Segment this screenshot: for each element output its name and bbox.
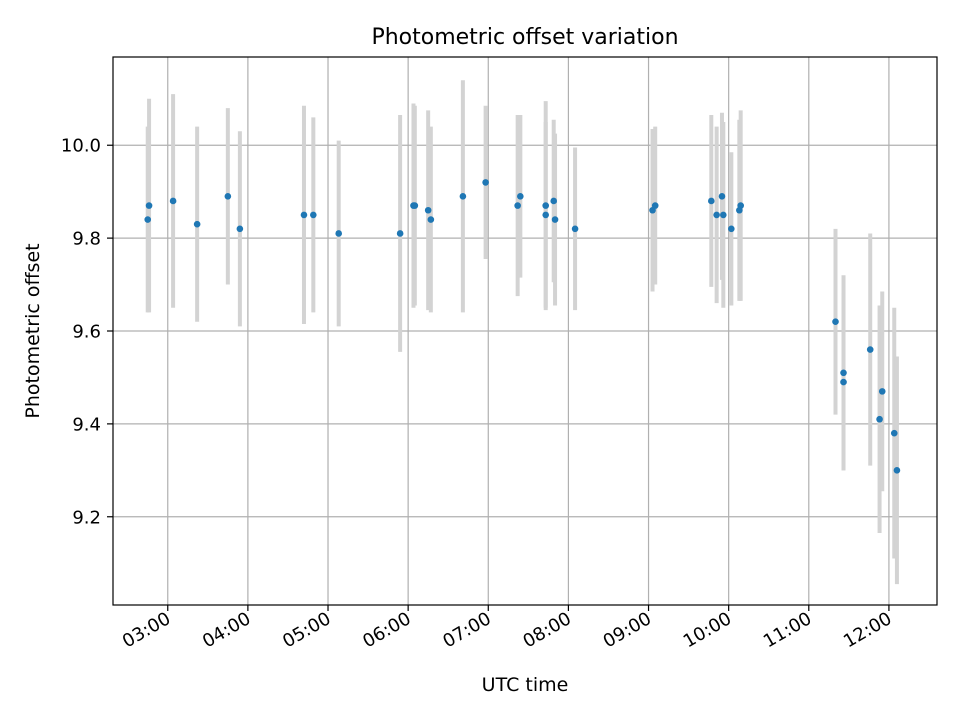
data-point [550, 197, 558, 205]
data-point [169, 197, 177, 205]
data-point [890, 429, 898, 437]
data-point [708, 197, 715, 205]
y-tick-label: 9.4 [72, 414, 101, 435]
data-point [310, 211, 317, 219]
data-point [718, 193, 726, 200]
data-point [144, 216, 152, 223]
data-point [542, 202, 550, 209]
data-point [300, 211, 308, 219]
data-point [737, 202, 744, 209]
data-point [893, 467, 901, 474]
data-point [866, 346, 874, 353]
data-point [145, 202, 153, 209]
data-point [459, 193, 467, 200]
data-point [427, 216, 435, 223]
data-point [193, 220, 201, 228]
data-point [411, 202, 419, 209]
y-tick-label: 9.6 [72, 322, 101, 343]
data-point [224, 193, 232, 200]
data-point [840, 369, 847, 377]
data-point [482, 179, 489, 186]
data-point [720, 211, 727, 219]
data-point [335, 230, 342, 237]
y-tick-label: 9.2 [72, 507, 101, 528]
data-point [424, 206, 432, 214]
point-layer [144, 179, 901, 474]
grid-layer [113, 57, 937, 605]
data-point [876, 415, 883, 423]
y-axis-label: Photometric offset [22, 243, 44, 418]
x-axis-label: UTC time [482, 674, 569, 696]
data-point [542, 211, 550, 219]
data-point [514, 202, 521, 209]
data-point [517, 193, 524, 200]
data-point [236, 225, 244, 233]
data-point [551, 216, 559, 223]
data-point [651, 202, 659, 209]
y-tick-label: 10.0 [61, 136, 101, 157]
chart-title: Photometric offset variation [371, 25, 678, 50]
y-tick-label: 9.8 [72, 229, 101, 250]
data-point [728, 225, 735, 233]
data-point [396, 230, 404, 237]
data-point [571, 225, 579, 233]
data-point [832, 318, 839, 326]
data-point [840, 378, 847, 386]
data-point [713, 211, 720, 219]
data-point [878, 388, 886, 395]
